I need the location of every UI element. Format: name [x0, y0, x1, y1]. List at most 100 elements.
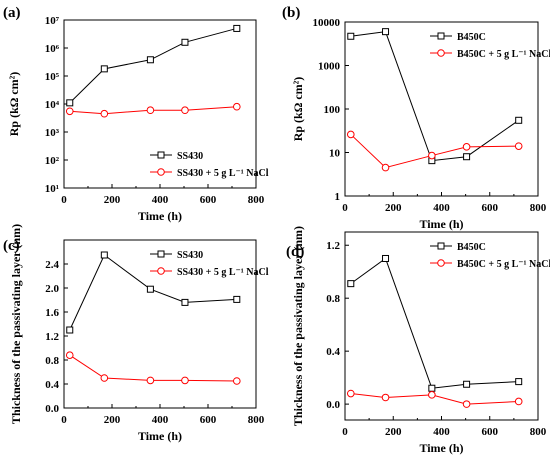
data-point — [146, 376, 155, 385]
y-tick-label: 0.0 — [326, 399, 340, 411]
y-axis-title: Rp (kΩ cm²) — [291, 77, 305, 142]
data-point — [146, 56, 154, 64]
data-point — [462, 400, 471, 408]
legend-entry: SS430 — [150, 151, 203, 162]
y-tick-label: 1.2 — [45, 331, 59, 343]
data-point — [428, 151, 436, 160]
legend-entry: B450C + 5 g L⁻¹ NaCl — [430, 49, 550, 60]
legend-marker — [437, 242, 445, 250]
data-point — [428, 384, 436, 392]
y-tick-label: 10⁶ — [45, 43, 60, 55]
chart-panel-3: (c) 0 200 400 600 800 0.0 0.4 0.8 1.2 1.6 2.0 2.4 Tim… — [3, 224, 269, 443]
y-axis-title: Thickness of the passivating layer (nm) — [291, 226, 305, 426]
series-1 — [66, 24, 241, 107]
legend-marker — [437, 259, 445, 267]
y-tick-label: 10⁷ — [45, 15, 60, 27]
legend-label: B450C + 5 g L⁻¹ NaCl — [457, 49, 550, 60]
data-point — [233, 102, 241, 111]
data-point — [100, 65, 108, 73]
data-point — [66, 326, 74, 334]
y-tick-label: 0.0 — [45, 403, 59, 415]
data-point — [381, 163, 390, 172]
chart-panel-1: (a) 0 200 400 600 800 10¹ 10² 10³ 10⁴ 10⁵ 10⁶ 10⁷ Tim… — [3, 5, 269, 223]
data-point — [181, 106, 189, 115]
data-point — [428, 391, 436, 399]
data-point — [515, 378, 523, 386]
legend-entry: B450C + 5 g L⁻¹ NaCl — [430, 259, 550, 270]
series-2 — [346, 389, 523, 408]
x-tick-label: 800 — [530, 426, 547, 438]
legend-entry: B450C — [430, 32, 486, 43]
series-line — [69, 354, 237, 382]
legend-marker — [437, 32, 445, 40]
x-tick-label: 0 — [342, 202, 348, 214]
y-tick-label: 10² — [45, 155, 60, 167]
y-tick-label: 10⁴ — [45, 99, 60, 111]
legend-label: B450C — [457, 32, 486, 43]
data-point — [65, 107, 74, 116]
y-tick-label: 2.4 — [45, 259, 59, 271]
data-point — [146, 285, 154, 293]
panel-label: (c) — [3, 238, 20, 254]
series-2 — [65, 102, 241, 118]
series-line — [69, 27, 237, 104]
data-point — [514, 142, 523, 150]
y-tick-label: 0.4 — [45, 379, 59, 391]
data-point — [233, 377, 241, 385]
x-axis-title: Time (h) — [419, 217, 463, 231]
x-axis-title: Time (h) — [138, 429, 182, 443]
y-axis-title: Rp (kΩ cm²) — [7, 72, 21, 137]
y-axis-title: Thickness of the passivating layer (nm) — [9, 224, 23, 424]
x-tick-label: 800 — [248, 194, 265, 206]
chart-panel-4: (d) 0 200 400 600 800 0.0 0.4 0.8 1.2 Time (h) Thic… — [286, 226, 550, 455]
data-point — [233, 24, 241, 32]
y-tick-label: 10 — [329, 148, 341, 160]
legend-marker — [157, 267, 165, 275]
x-tick-label: 400 — [433, 202, 450, 214]
x-tick-label: 600 — [200, 194, 217, 206]
series-2 — [346, 130, 523, 172]
chart-panel-2: (b) 0 200 400 600 800 1 10 100 1000 10000 Time (h) R… — [282, 5, 550, 231]
data-point — [462, 143, 471, 151]
data-point — [181, 298, 189, 306]
data-point — [100, 109, 109, 118]
legend-label: SS430 — [177, 250, 203, 261]
data-point — [382, 254, 390, 262]
plot-frame — [63, 239, 257, 409]
data-point — [146, 106, 155, 115]
y-tick-label: 2.0 — [45, 283, 59, 295]
y-tick-label: 10³ — [45, 127, 60, 139]
plot-frame — [63, 19, 257, 189]
x-tick-label: 800 — [248, 414, 265, 426]
x-axis-title: Time (h) — [138, 209, 182, 223]
x-tick-label: 600 — [482, 426, 499, 438]
data-point — [463, 380, 471, 388]
panel-label: (a) — [3, 5, 21, 21]
legend-marker — [437, 49, 445, 57]
series-2 — [65, 351, 241, 385]
series-1 — [347, 28, 523, 165]
x-tick-label: 0 — [61, 194, 67, 206]
x-tick-label: 0 — [342, 426, 348, 438]
x-tick-label: 800 — [530, 202, 547, 214]
y-tick-label: 1.2 — [326, 240, 340, 252]
y-tick-label: 0.8 — [326, 293, 340, 305]
legend-label: SS430 — [177, 151, 203, 162]
x-tick-label: 400 — [152, 414, 169, 426]
x-tick-label: 600 — [482, 202, 499, 214]
data-point — [346, 130, 355, 139]
data-point — [515, 116, 523, 124]
legend-marker — [157, 151, 165, 159]
data-point — [65, 351, 74, 360]
legend-entry: SS430 — [150, 250, 203, 261]
y-tick-label: 0.4 — [326, 346, 340, 358]
y-tick-label: 1000 — [318, 61, 341, 73]
data-point — [381, 393, 390, 402]
data-point — [100, 374, 109, 382]
y-tick-label: 10⁵ — [45, 71, 60, 83]
series-1 — [347, 254, 523, 392]
data-point — [346, 389, 355, 398]
data-point — [233, 295, 241, 303]
data-point — [347, 32, 355, 40]
